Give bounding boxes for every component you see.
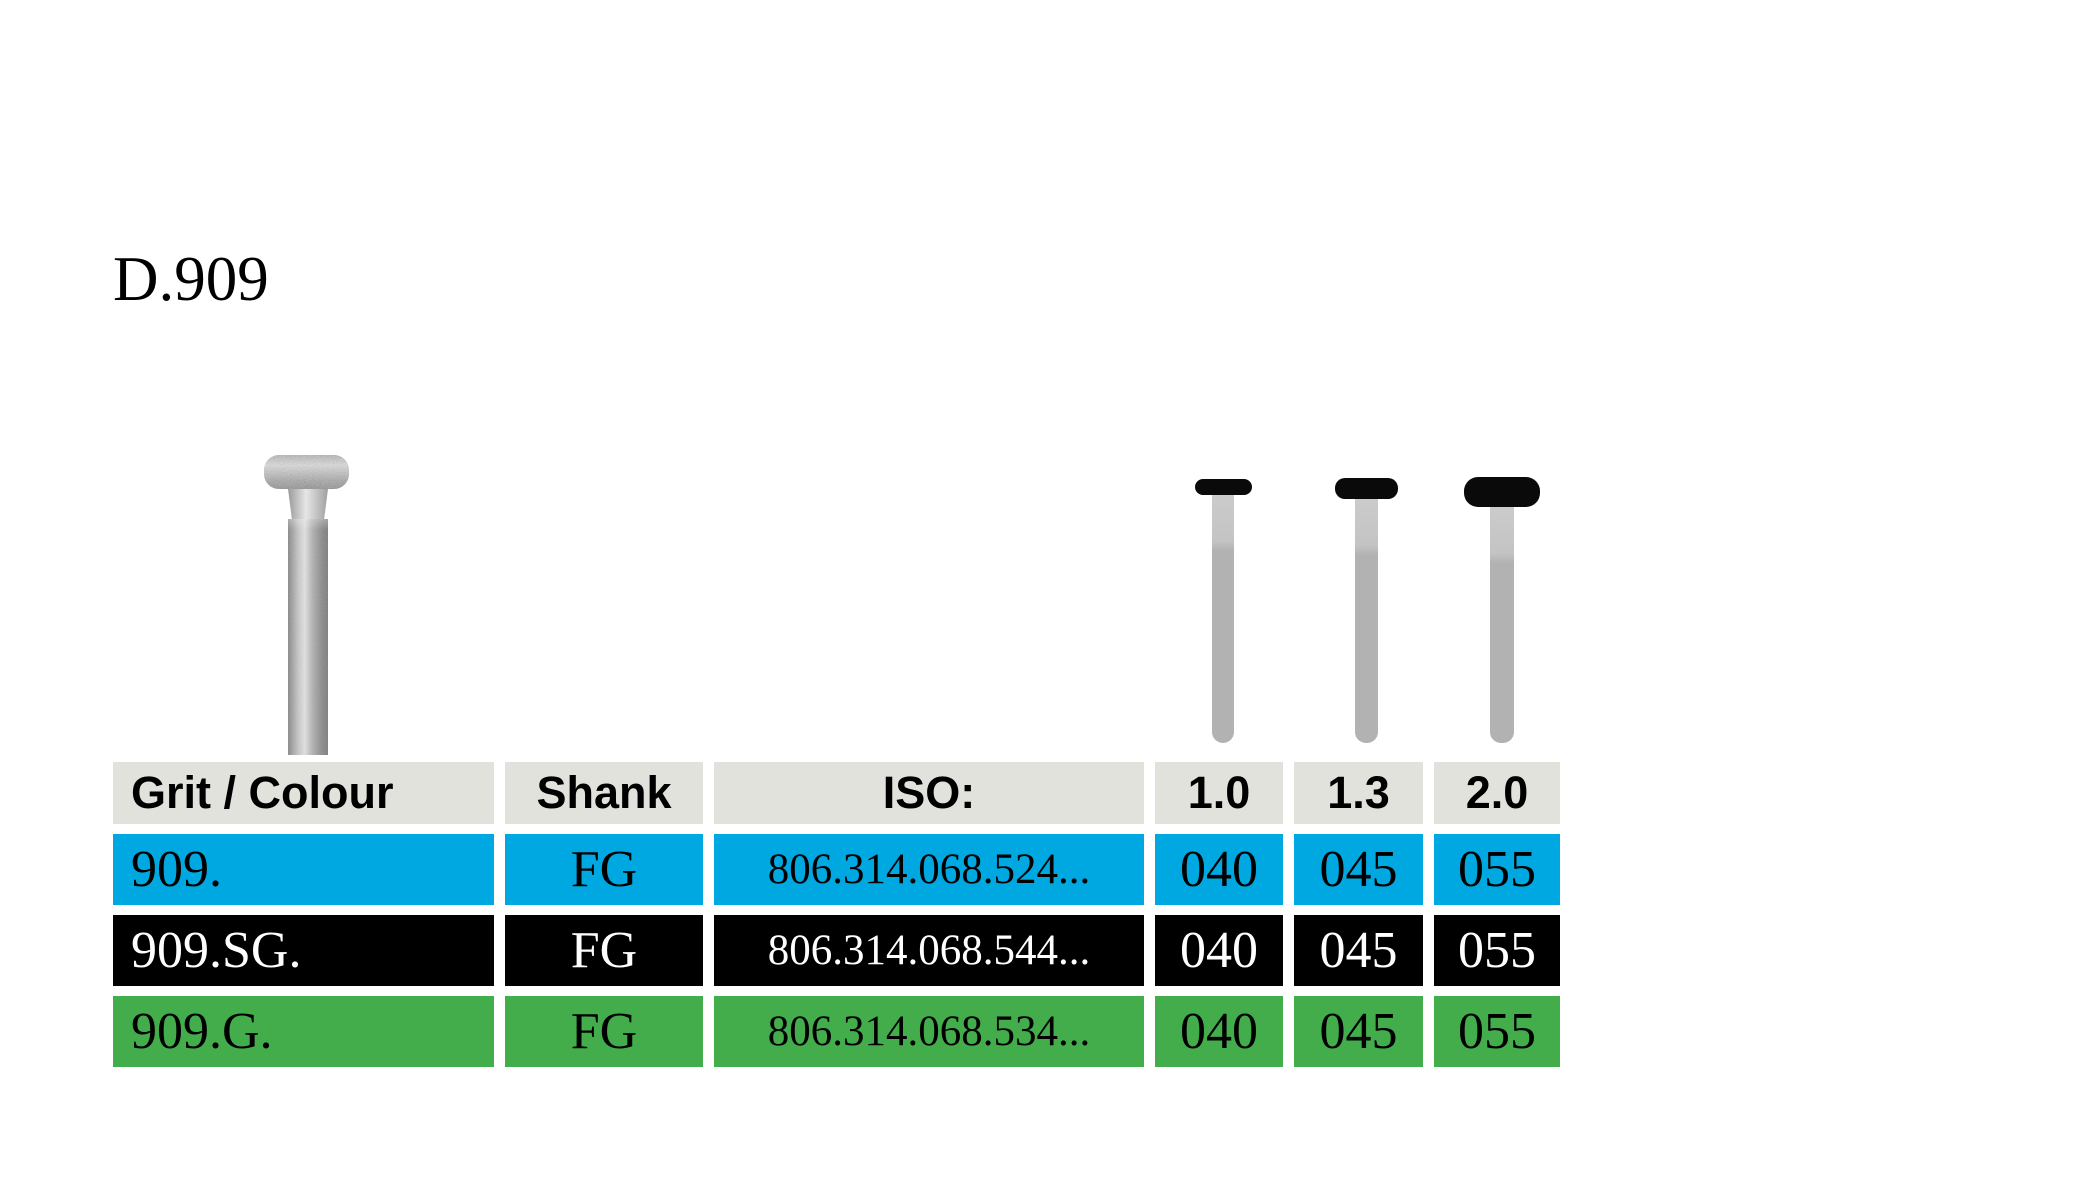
- grit-cell: 909.: [113, 834, 494, 905]
- col-header-grit-colour: Grit / Colour: [113, 762, 494, 824]
- size-cell: 040: [1155, 915, 1283, 986]
- col-header-size-1-3: 1.3: [1294, 762, 1423, 824]
- shank-cell: FG: [505, 834, 703, 905]
- bur-stem-shape: [1354, 499, 1378, 743]
- grit-cell: 909.G.: [113, 996, 494, 1067]
- shank-cell: FG: [505, 915, 703, 986]
- wheel-head-icon: [1194, 479, 1252, 495]
- col-header-size-2-0: 2.0: [1434, 762, 1560, 824]
- size-cell: 055: [1434, 915, 1560, 986]
- size-cell: 045: [1294, 834, 1423, 905]
- bur-size-diagram-1-0: [1194, 479, 1252, 743]
- iso-cell: 806.314.068.544...: [714, 915, 1144, 986]
- bur-head: [264, 455, 349, 489]
- bur-product-photo: [264, 455, 349, 755]
- size-cell: 055: [1434, 834, 1560, 905]
- wheel-head-icon: [1334, 478, 1398, 499]
- bur-size-diagram-2-0: [1464, 477, 1540, 743]
- grit-cell: 909.SG.: [113, 915, 494, 986]
- iso-cell: 806.314.068.534...: [714, 996, 1144, 1067]
- col-header-size-1-0: 1.0: [1155, 762, 1283, 824]
- size-cell: 040: [1155, 834, 1283, 905]
- size-cell: 040: [1155, 996, 1283, 1067]
- spec-table: Grit / Colour Shank ISO: 1.0 1.3 2.0 909…: [113, 762, 1560, 1067]
- bur-shank: [288, 519, 328, 755]
- wheel-head-icon: [1464, 477, 1540, 507]
- bur-stem-shape: [1490, 507, 1514, 743]
- iso-cell: 806.314.068.524...: [714, 834, 1144, 905]
- bur-stem-shape: [1212, 495, 1234, 743]
- col-header-iso: ISO:: [714, 762, 1144, 824]
- col-header-shank: Shank: [505, 762, 703, 824]
- size-cell: 045: [1294, 915, 1423, 986]
- bur-neck: [288, 489, 328, 520]
- bur-size-diagram-1-3: [1334, 478, 1398, 743]
- shank-cell: FG: [505, 996, 703, 1067]
- size-cell: 045: [1294, 996, 1423, 1067]
- size-cell: 055: [1434, 996, 1560, 1067]
- product-code-title: D.909: [113, 244, 269, 314]
